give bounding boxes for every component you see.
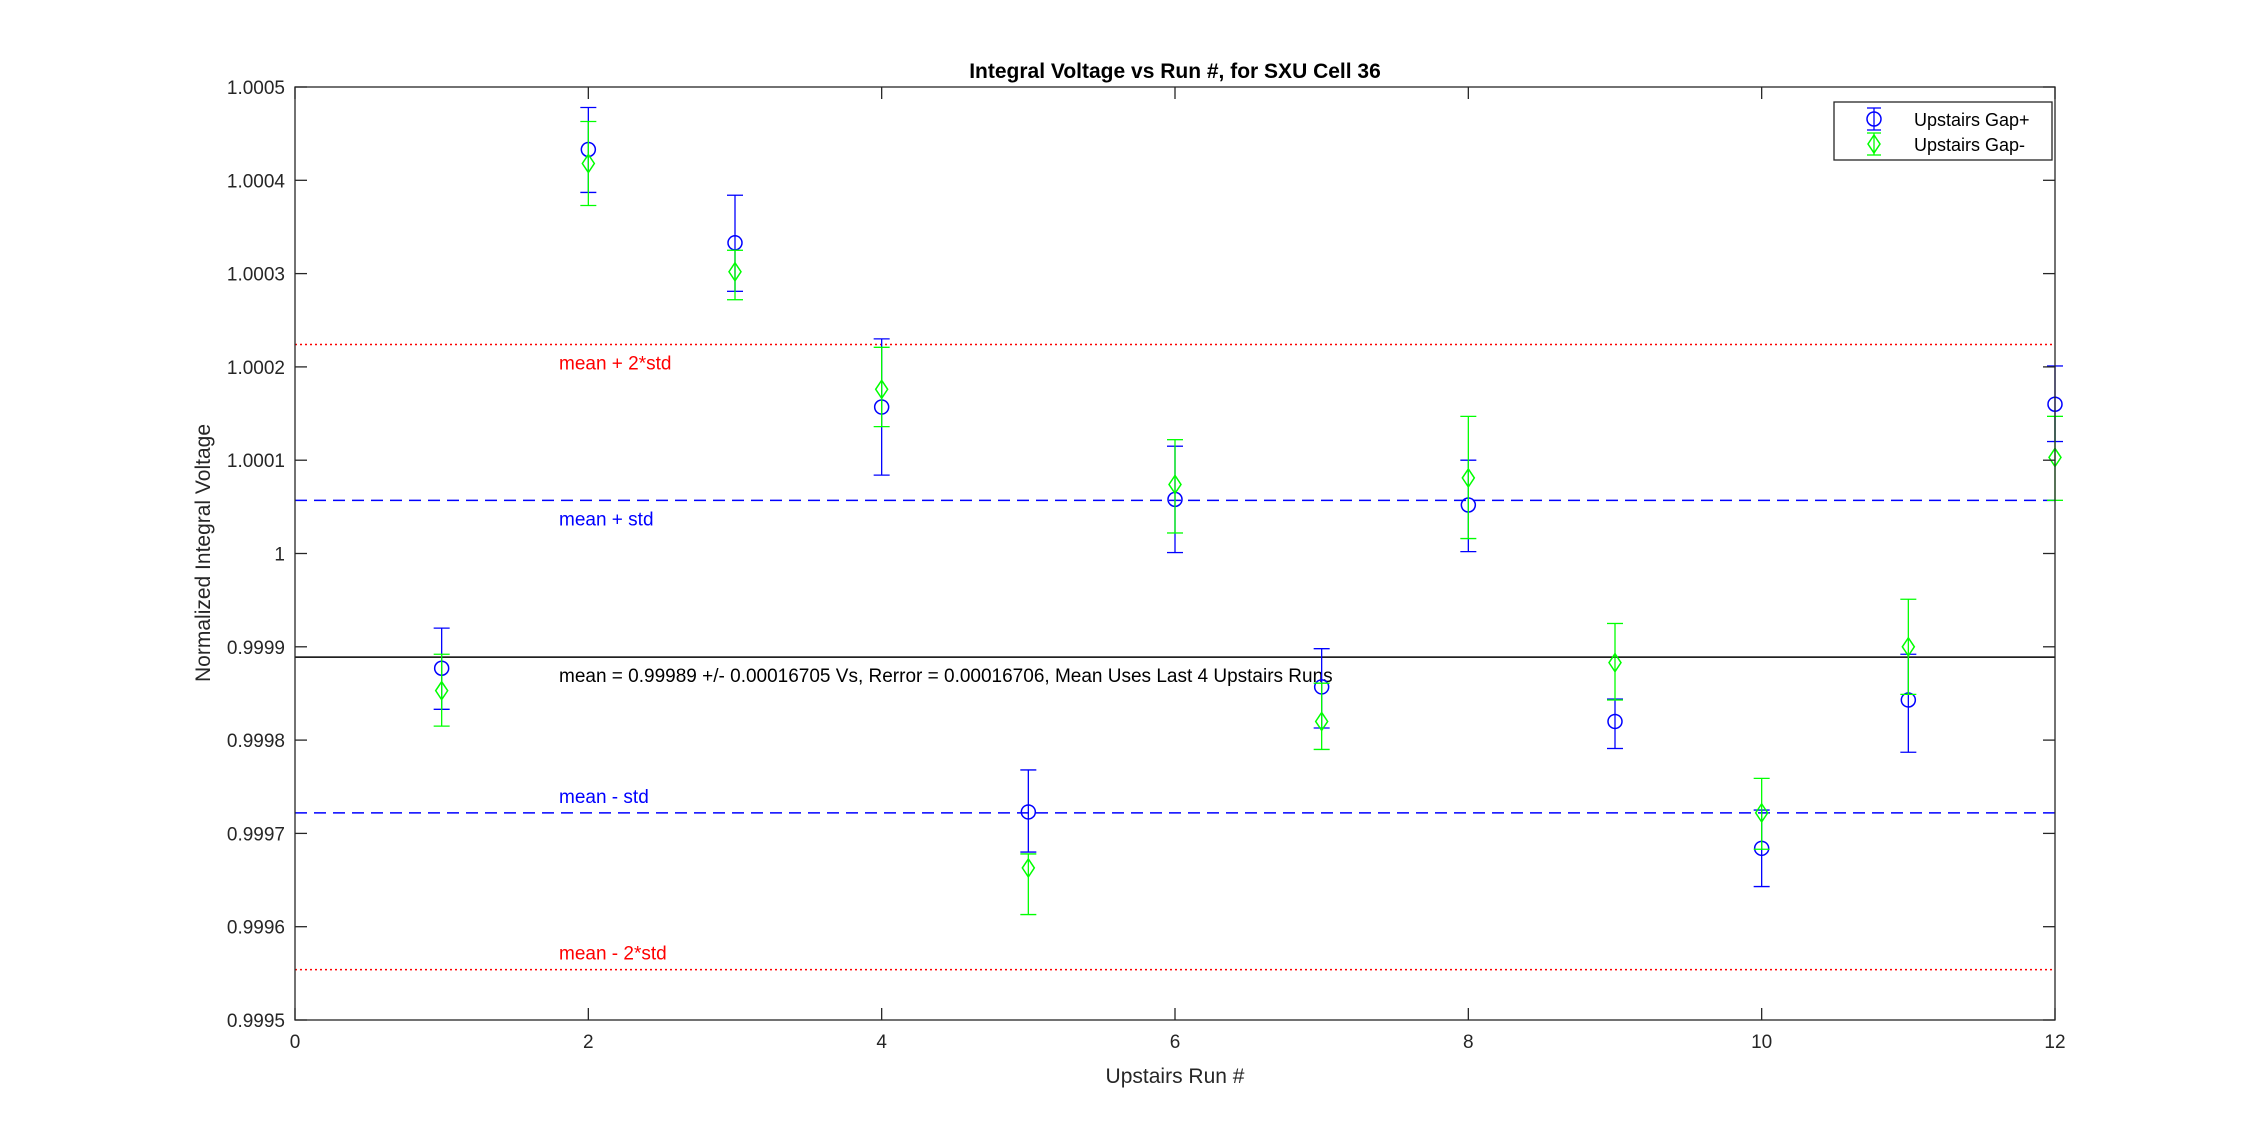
y-tick-label: 1.0003 [227, 265, 285, 286]
data-point-diamond [874, 378, 889, 400]
y-tick-label: 1 [274, 545, 285, 566]
data-point-diamond [1901, 636, 1916, 658]
data-point-diamond [1314, 711, 1329, 732]
x-tick-label: 4 [876, 1032, 887, 1053]
data-point-diamond [1608, 652, 1622, 674]
data-point-diamond [581, 153, 596, 174]
data-point-diamond [1168, 474, 1182, 495]
plot-area-frame [294, 86, 2056, 1021]
y-tick-label: 1.0004 [227, 171, 286, 192]
y-tick-label: 0.9995 [227, 1011, 285, 1032]
chart-title: Integral Voltage vs Run #, for SXU Cell … [969, 60, 1381, 83]
legend-label: Upstairs Gap+ [1914, 110, 2030, 130]
x-tick-label: 8 [1463, 1032, 1474, 1053]
legend: Upstairs Gap+ Upstairs Gap- [1833, 101, 2053, 161]
data-point-diamond [728, 261, 742, 283]
y-tick-label: 0.9998 [227, 731, 285, 752]
legend-box [1833, 101, 2053, 161]
mean-plus-std-label: mean + std [559, 509, 654, 530]
x-tick-label: 12 [2044, 1032, 2065, 1053]
series-1 [433, 120, 2063, 916]
y-tick-label: 0.9997 [227, 824, 285, 845]
y-tick-label: 1.0002 [227, 358, 285, 379]
data-point-diamond [1754, 802, 1769, 824]
y-tick-label: 1.0005 [227, 78, 285, 99]
x-tick-label: 6 [1170, 1032, 1181, 1053]
legend-label: Upstairs Gap- [1914, 135, 2025, 155]
mean-plus-2std-label: mean + 2*std [559, 354, 672, 375]
mean-minus-2std-label: mean - 2*std [559, 944, 667, 965]
data-point-circle [1607, 713, 1623, 730]
x-tick-label: 10 [1751, 1032, 1772, 1053]
data-point-diamond [434, 680, 449, 702]
y-tick-label: 0.9999 [227, 638, 285, 659]
data-point-circle [1020, 804, 1037, 820]
x-tick-label: 2 [583, 1032, 594, 1053]
x-axis-label: Upstairs Run # [1106, 1065, 1245, 1088]
x-tick-label: 0 [290, 1032, 301, 1053]
y-axis-label: Normalized Integral Voltage [192, 424, 215, 682]
legend-marker-diamond [1867, 133, 1881, 155]
data-point-diamond [1021, 857, 1036, 879]
mean-label: mean = 0.99989 +/- 0.00016705 Vs, Rerror… [559, 666, 1333, 687]
mean-minus-std-label: mean - std [559, 787, 649, 808]
series-0 [433, 106, 2063, 888]
data-point-diamond [1461, 467, 1476, 489]
y-tick-label: 0.9996 [227, 918, 285, 939]
y-tick-label: 1.0001 [227, 451, 285, 472]
legend-marker-circle [1866, 111, 1882, 127]
